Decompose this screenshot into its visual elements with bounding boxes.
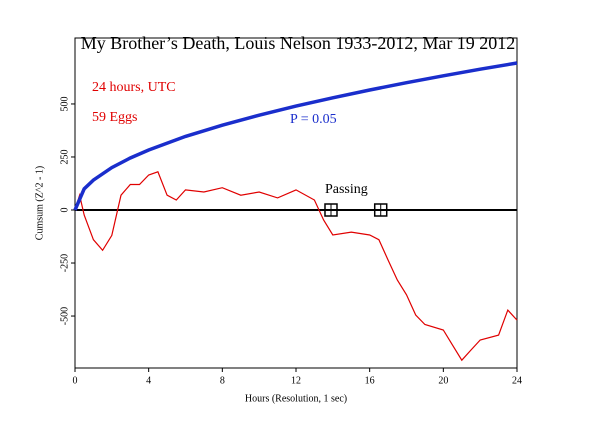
x-tick-label: 16 bbox=[365, 375, 375, 386]
series-line bbox=[74, 171, 518, 362]
annotation: 24 hours, UTC bbox=[92, 80, 176, 95]
event-label: Passing bbox=[325, 182, 368, 197]
x-tick-label: 12 bbox=[291, 375, 301, 386]
y-axis-label: Cumsum (Z^2 - 1) bbox=[34, 166, 45, 240]
y-tick-label: -250 bbox=[59, 254, 70, 272]
x-tick-label: 20 bbox=[438, 375, 448, 386]
x-tick-label: 8 bbox=[220, 375, 225, 386]
legend-label: P = 0.05 bbox=[290, 112, 337, 127]
y-tick-label: 250 bbox=[59, 149, 70, 164]
x-tick-label: 0 bbox=[73, 375, 78, 386]
chart-title: My Brother’s Death, Louis Nelson 1933-20… bbox=[81, 33, 516, 53]
x-tick-label: 24 bbox=[512, 375, 522, 386]
y-tick-label: -500 bbox=[59, 307, 70, 325]
x-tick-label: 4 bbox=[146, 375, 151, 386]
y-tick-label: 500 bbox=[59, 96, 70, 111]
annotation: 59 Eggs bbox=[92, 110, 138, 125]
series-line bbox=[73, 61, 518, 211]
x-axis-label: Hours (Resolution, 1 sec) bbox=[245, 393, 347, 404]
y-tick-label: 0 bbox=[59, 207, 70, 212]
